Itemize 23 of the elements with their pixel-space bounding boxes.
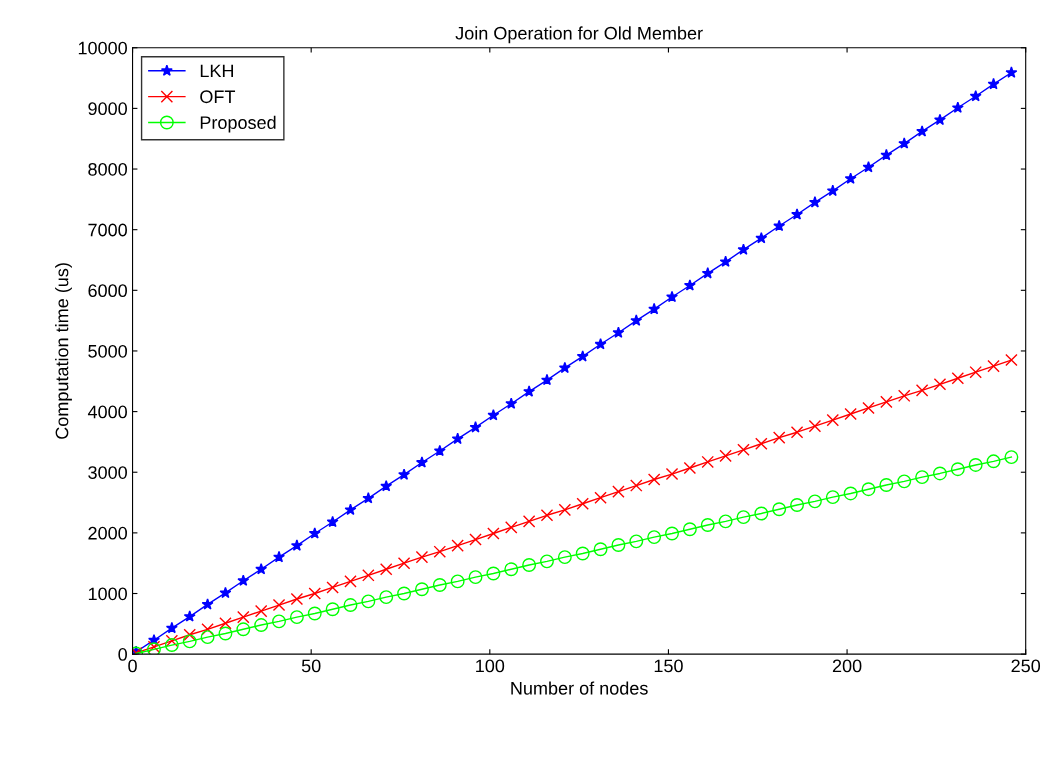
legend-label: OFT bbox=[200, 90, 236, 104]
x-tick-label: 250 bbox=[1011, 659, 1041, 673]
y-tick-label: 2000 bbox=[88, 526, 127, 540]
x-tick-label: 0 bbox=[128, 659, 137, 673]
x-tick-label: 150 bbox=[654, 659, 683, 673]
y-tick-label: 7000 bbox=[88, 223, 127, 237]
y-tick-label: 8000 bbox=[88, 162, 127, 176]
legend-label: LKH bbox=[200, 64, 234, 78]
x-axis-title: Number of nodes bbox=[511, 681, 648, 695]
y-tick-label: 0 bbox=[118, 648, 127, 661]
y-tick-label: 6000 bbox=[88, 284, 127, 298]
x-tick-label: 50 bbox=[301, 659, 321, 673]
x-tick-label: 100 bbox=[476, 659, 505, 673]
y-axis-title: Computation time (us) bbox=[55, 263, 72, 439]
chart-title: Join Operation for Old Member bbox=[455, 26, 703, 44]
y-tick-label: 1000 bbox=[88, 587, 127, 601]
y-tick-label: 4000 bbox=[87, 405, 127, 419]
x-tick-label: 200 bbox=[832, 659, 862, 673]
y-tick-label: 9000 bbox=[88, 102, 127, 116]
legend-label: Proposed bbox=[200, 115, 276, 133]
y-tick-label: 3000 bbox=[88, 466, 127, 479]
y-tick-label: 10000 bbox=[78, 41, 127, 55]
y-tick-label: 5000 bbox=[88, 344, 127, 358]
